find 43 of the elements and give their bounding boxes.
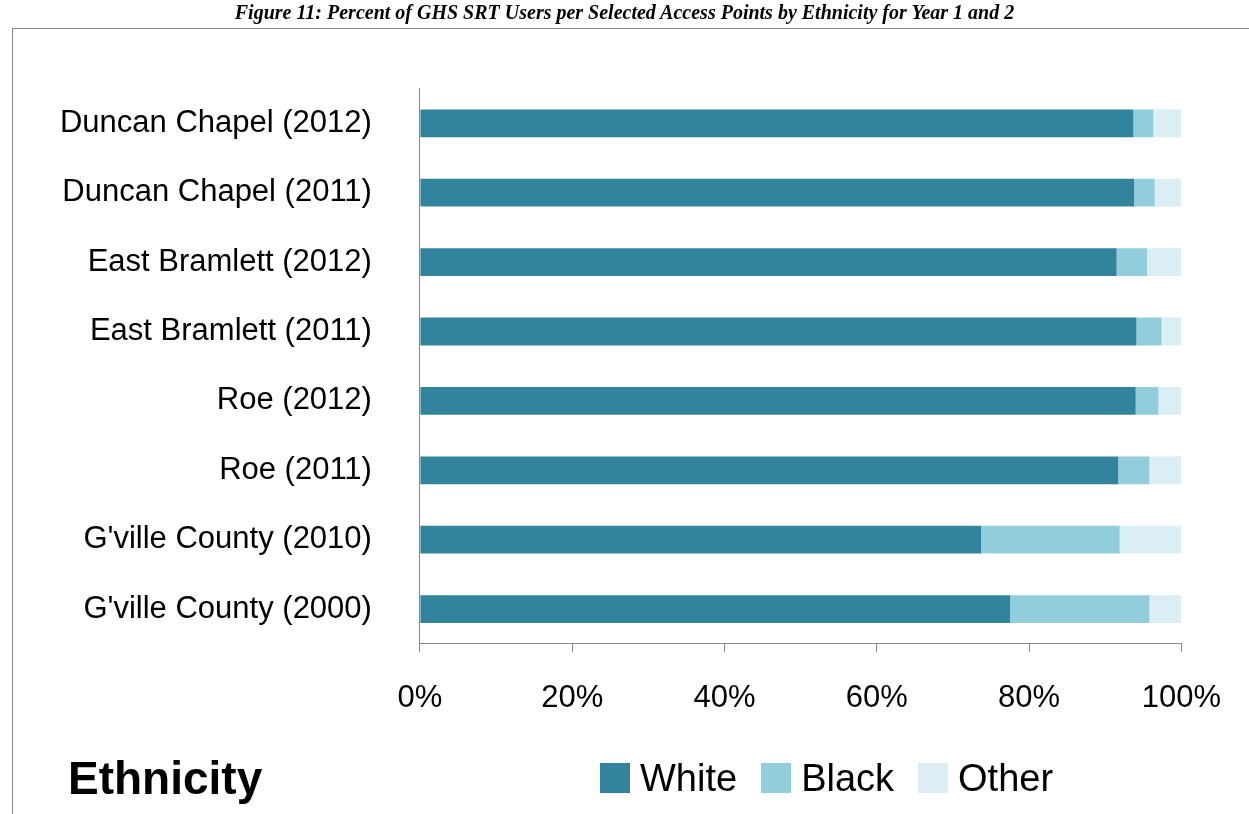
bar [981,525,1120,554]
x-tick-label: 80% [998,678,1061,714]
bar [420,456,1119,485]
bar [1135,387,1159,415]
bar [1119,525,1182,554]
bar [420,178,1135,207]
bar [1118,456,1150,485]
legend-title: Ethnicity [68,751,263,806]
x-tick-label: 60% [845,678,908,714]
bar [420,109,1134,138]
y-tick-label: G'ville County (2010) [83,520,372,556]
bar [420,595,1011,623]
x-tick-label: 40% [693,678,756,714]
bar [420,525,982,554]
legend-label: Black [801,756,895,800]
bar [1134,178,1155,207]
y-tick-label: East Bramlett (2012) [87,242,372,278]
bar [1133,109,1154,138]
y-tick-label: Duncan Chapel (2012) [59,103,372,139]
x-tick-label: 100% [1141,678,1222,714]
bar [1010,595,1150,623]
bar [420,248,1117,276]
y-tick-label: G'ville County (2000) [83,589,372,625]
chart-title: Figure 11: Percent of GHS SRT Users per Selected Access Points by Ethnicity for Year 1 and 2 [233,0,1016,24]
x-tick-label: 20% [541,678,604,714]
bar [1158,387,1182,415]
bar [1153,109,1182,138]
bar [1161,317,1182,346]
bar [1147,248,1182,276]
bar [420,317,1137,346]
bar [1136,317,1162,346]
y-tick-label: Roe (2011) [219,450,372,486]
bar [1116,248,1148,276]
x-tick-label: 0% [397,678,443,714]
bar [420,387,1136,415]
bar [1149,595,1182,623]
legend-label: Other [958,756,1054,800]
bar [1154,178,1182,207]
y-tick-label: Duncan Chapel (2011) [62,173,372,209]
legend-label: White [640,756,738,800]
y-tick-label: Roe (2012) [216,381,372,417]
y-tick-label: East Bramlett (2011) [89,312,372,348]
bar [1149,456,1182,485]
